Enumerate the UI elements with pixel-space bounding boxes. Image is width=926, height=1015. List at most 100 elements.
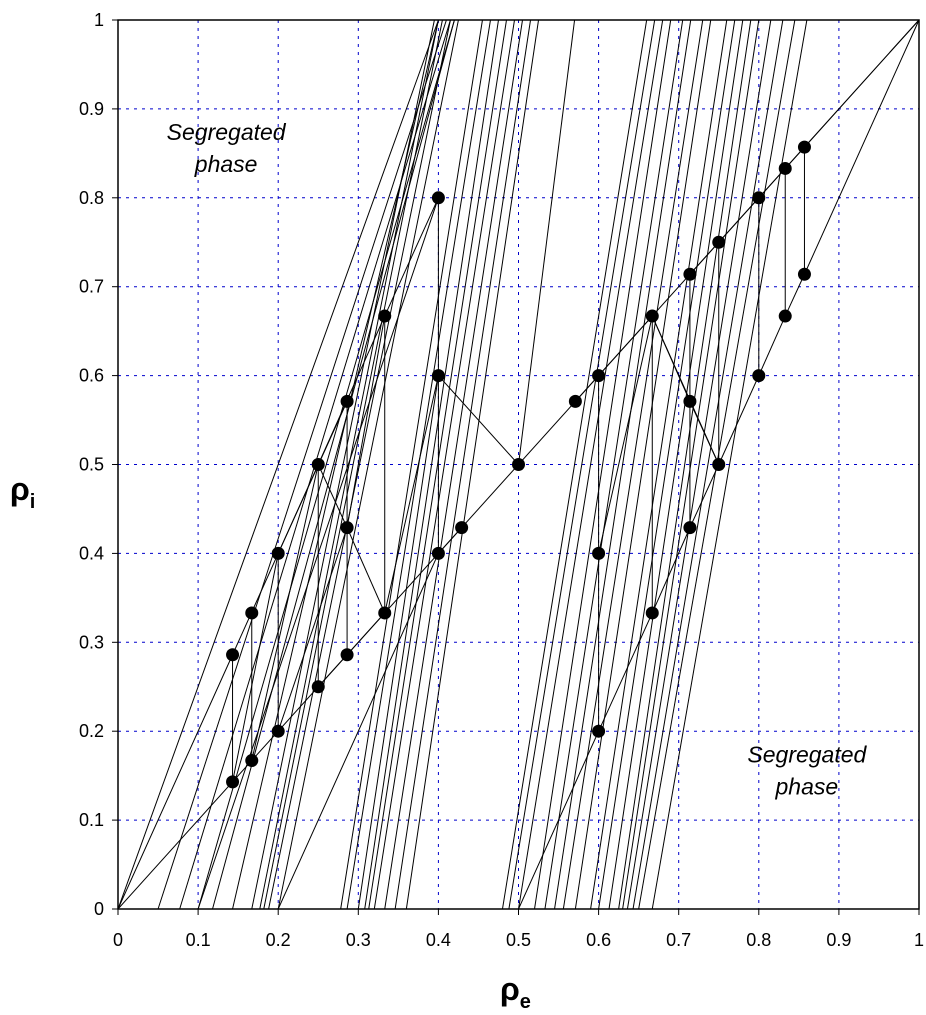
series-line	[277, 401, 348, 554]
data-point	[340, 394, 354, 408]
x-tick-label: 0.3	[346, 930, 371, 950]
series-line	[346, 19, 491, 910]
data-point	[568, 394, 582, 408]
data-point	[592, 369, 606, 383]
data-point	[340, 521, 354, 535]
series-line	[689, 241, 720, 275]
data-point	[683, 394, 697, 408]
y-tick-label: 0.3	[79, 632, 104, 652]
data-point	[778, 309, 792, 323]
y-tick-label: 0.6	[79, 366, 104, 386]
x-tick-label: 0.1	[186, 930, 211, 950]
y-tick-label: 0.4	[79, 543, 104, 563]
data-point	[645, 606, 659, 620]
series-line	[598, 315, 653, 554]
y-tick-label: 1	[94, 10, 104, 30]
x-axis-label-main: ρ	[500, 971, 520, 1007]
annotation-text: phase	[194, 151, 258, 177]
series-line	[518, 19, 576, 465]
data-point	[797, 267, 811, 281]
series-line	[608, 19, 744, 910]
y-axis-label: ρi	[10, 471, 35, 513]
series-line	[804, 19, 920, 275]
data-point	[271, 546, 285, 560]
series-line	[368, 19, 507, 910]
y-tick-label: 0	[94, 899, 104, 919]
data-point	[245, 754, 259, 768]
data-point	[311, 680, 325, 694]
series-line	[232, 553, 279, 782]
data-point	[271, 724, 285, 738]
x-tick-label: 0.2	[266, 930, 291, 950]
data-point	[712, 235, 726, 249]
annotation-text: phase	[775, 773, 839, 799]
series-line	[518, 19, 664, 910]
series-line	[277, 19, 459, 910]
data-point	[778, 161, 792, 175]
series-line	[259, 19, 439, 910]
series-line	[157, 19, 447, 910]
data-point	[226, 648, 240, 662]
data-point	[378, 606, 392, 620]
data-point	[340, 648, 354, 662]
x-tick-label: 1	[914, 930, 924, 950]
series-line	[384, 375, 439, 614]
series-line	[598, 315, 653, 376]
series-line	[357, 375, 439, 910]
plot-points	[226, 140, 811, 789]
data-point	[683, 267, 697, 281]
series-line	[277, 527, 348, 732]
series-line	[622, 19, 760, 910]
series-line	[518, 730, 600, 910]
y-tick-label: 0.5	[79, 455, 104, 475]
series-line	[590, 19, 728, 910]
x-tick-label: 0.4	[426, 930, 451, 950]
data-point	[512, 458, 525, 471]
series-line	[501, 19, 648, 910]
annotation-text: Segregated	[167, 119, 287, 145]
x-tick-label: 0.9	[826, 930, 851, 950]
x-tick-label: 0.8	[746, 930, 771, 950]
y-tick-label: 0.1	[79, 810, 104, 830]
data-point	[592, 724, 606, 738]
series-line	[268, 19, 451, 910]
series-line	[598, 19, 736, 910]
data-point	[311, 458, 325, 471]
data-point	[226, 775, 240, 789]
series-line	[534, 19, 672, 910]
series-line	[574, 19, 712, 910]
series-line	[651, 527, 691, 614]
series-line	[197, 19, 455, 910]
series-line	[508, 19, 656, 910]
y-axis-label-main: ρ	[10, 471, 30, 507]
series-line	[405, 19, 540, 910]
series-line	[373, 19, 515, 910]
y-tick-label: 0.8	[79, 188, 104, 208]
y-tick-label: 0.9	[79, 99, 104, 119]
data-point	[245, 606, 259, 620]
y-tick-label: 0.2	[79, 721, 104, 741]
series-line	[346, 527, 386, 614]
y-axis-label-sub: i	[30, 491, 36, 513]
data-point	[645, 309, 659, 323]
data-point	[431, 369, 445, 383]
data-point	[455, 521, 469, 535]
data-point	[683, 521, 697, 535]
data-point	[592, 546, 606, 560]
data-point	[712, 458, 726, 471]
series-line	[632, 19, 784, 910]
y-tick-label: 0.7	[79, 277, 104, 297]
series-line	[438, 375, 519, 465]
series-line	[554, 19, 692, 910]
data-point	[378, 309, 392, 323]
series-line	[263, 19, 443, 910]
series-line	[117, 654, 233, 910]
series-line	[718, 375, 760, 465]
ticks: 0 0.1 0.2 0.3 0.4 0.5 0.6 0.7 0.8 0.9 1 0 0.1 0.2 0.3 0…	[79, 10, 924, 950]
series-line	[251, 464, 319, 761]
annotation-text: Segregated	[747, 741, 867, 767]
data-point	[431, 546, 445, 560]
series-line	[384, 19, 523, 910]
series-line	[317, 612, 386, 688]
